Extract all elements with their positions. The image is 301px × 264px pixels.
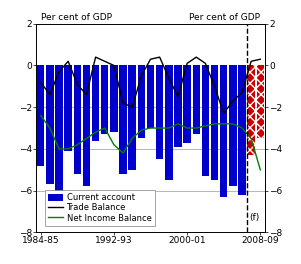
Bar xyxy=(147,65,154,128)
Bar xyxy=(83,65,90,186)
Bar xyxy=(165,65,172,180)
Bar xyxy=(101,65,108,134)
Bar xyxy=(229,65,237,186)
Bar xyxy=(211,65,218,180)
Bar xyxy=(156,65,163,159)
Bar xyxy=(92,65,99,140)
Bar xyxy=(183,65,191,143)
Text: Per cent of GDP: Per cent of GDP xyxy=(189,13,260,22)
Bar xyxy=(64,65,72,151)
Bar xyxy=(220,65,228,197)
Bar xyxy=(119,65,127,174)
Bar xyxy=(46,65,54,184)
Bar xyxy=(138,65,145,138)
Bar xyxy=(174,65,182,147)
Text: (f): (f) xyxy=(249,213,259,222)
Bar xyxy=(193,65,200,134)
Bar xyxy=(55,65,63,197)
Bar xyxy=(110,65,118,132)
Bar xyxy=(37,65,45,166)
Bar xyxy=(247,65,255,155)
Bar xyxy=(202,65,209,176)
Bar xyxy=(129,65,136,170)
Bar xyxy=(73,65,81,174)
Bar xyxy=(256,65,264,138)
Text: Per cent of GDP: Per cent of GDP xyxy=(41,13,112,22)
Legend: Current account, Trade Balance, Net Income Balance: Current account, Trade Balance, Net Inco… xyxy=(45,190,155,226)
Bar xyxy=(238,65,246,195)
